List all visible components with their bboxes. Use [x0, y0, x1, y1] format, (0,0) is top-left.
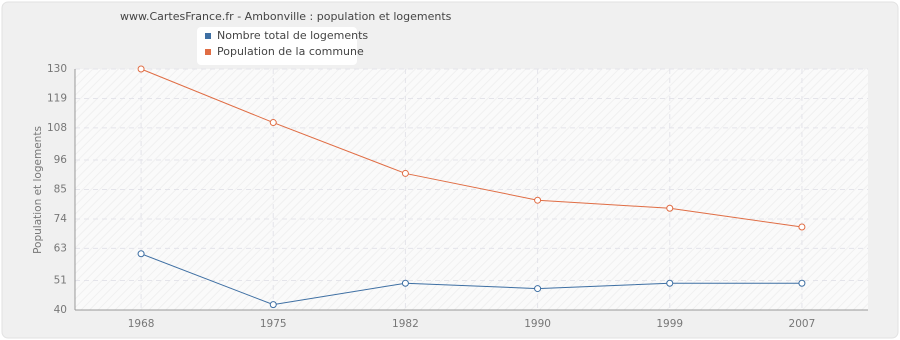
y-tick-label: 119 [47, 92, 67, 104]
y-tick-label: 130 [47, 63, 67, 75]
y-tick-label: 108 [47, 122, 67, 134]
point [666, 279, 674, 287]
point [666, 204, 674, 212]
y-axis-label: Population et logements [32, 126, 44, 254]
point [798, 279, 806, 287]
point [269, 119, 277, 127]
y-tick-label: 96 [54, 154, 68, 166]
y-tick-label: 40 [54, 304, 67, 316]
point [401, 169, 409, 177]
x-tick-label: 1999 [656, 318, 683, 330]
point [137, 65, 145, 73]
line [140, 253, 802, 306]
line [140, 68, 802, 228]
point [798, 223, 806, 231]
point [137, 250, 145, 258]
x-tick-label: 1982 [392, 318, 419, 330]
point [269, 301, 277, 309]
y-tick-label: 74 [54, 213, 68, 225]
y-tick-label: 63 [54, 242, 67, 254]
legend-swatch [205, 33, 211, 39]
y-tick-label: 51 [54, 275, 67, 287]
point [534, 285, 542, 293]
x-tick-label: 1990 [524, 318, 551, 330]
legend-label: Population de la commune [217, 45, 364, 58]
x-tick-label: 1968 [128, 318, 155, 330]
x-tick-label: 1975 [260, 318, 287, 330]
y-tick-label: 85 [54, 184, 67, 196]
legend-label: Nombre total de logements [217, 29, 368, 42]
x-tick-label: 2007 [789, 318, 816, 330]
point [401, 279, 409, 287]
legend-swatch [205, 49, 211, 55]
point [534, 196, 542, 204]
legend [197, 27, 357, 65]
chart-title: www.CartesFrance.fr - Ambonville : popul… [120, 10, 452, 23]
